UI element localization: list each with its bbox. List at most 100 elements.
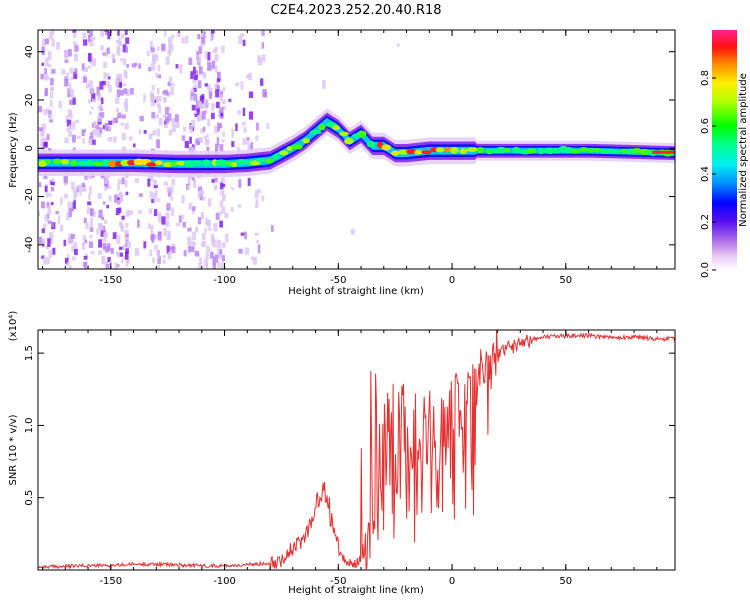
x-tick-label: -50 [330, 576, 346, 587]
ridge-core-blob [309, 129, 322, 135]
noise-speck [204, 83, 208, 87]
snr-background [38, 330, 675, 570]
noise-speck [198, 46, 203, 54]
noise-speck [121, 177, 125, 185]
noise-speck [209, 36, 213, 42]
noise-speck [88, 80, 93, 87]
noise-speck [157, 74, 162, 79]
noise-speck [167, 107, 171, 111]
noise-speck [169, 76, 173, 82]
noise-speck [38, 106, 43, 113]
noise-speck [163, 123, 168, 129]
noise-speck [176, 31, 181, 38]
noise-speck [161, 216, 166, 225]
noise-speck [150, 225, 154, 234]
noise-speck [257, 244, 261, 254]
noise-speck [115, 117, 119, 123]
noise-speck [193, 143, 198, 147]
noise-speck [189, 96, 195, 101]
noise-speck [82, 39, 88, 46]
noise-speck [102, 236, 107, 242]
noise-speck [168, 50, 172, 56]
noise-speck [206, 220, 210, 227]
noise-speck [156, 250, 160, 259]
noise-speck [169, 246, 173, 251]
noise-speck [38, 210, 41, 216]
noise-speck [108, 195, 112, 202]
noise-speck [219, 182, 224, 189]
noise-speck [134, 248, 140, 256]
noise-speck [50, 86, 54, 91]
noise-speck [104, 176, 108, 184]
noise-speck [187, 227, 192, 232]
noise-speck [138, 193, 143, 197]
noise-speck [240, 232, 245, 236]
ridge-core-blob [60, 159, 70, 165]
x-tick-label: 50 [559, 576, 572, 587]
noise-speck [50, 201, 54, 206]
noise-speck [102, 225, 106, 234]
noise-speck [64, 50, 69, 59]
noise-speck [161, 43, 166, 51]
noise-speck [183, 250, 187, 257]
noise-speck [44, 73, 48, 80]
noise-speck [194, 94, 198, 101]
noise-speck [213, 223, 218, 232]
noise-speck [91, 58, 96, 67]
noise-speck [69, 67, 74, 74]
noise-speck [64, 59, 69, 63]
noise-speck [175, 223, 181, 227]
noise-speck [192, 206, 196, 211]
noise-speck [68, 265, 72, 269]
noise-speck [88, 186, 92, 195]
noise-speck [115, 97, 120, 104]
noise-speck [246, 137, 250, 141]
noise-speck [120, 58, 123, 62]
noise-speck [41, 240, 45, 248]
noise-speck [126, 64, 130, 68]
ridge-core-blob [154, 160, 163, 166]
noise-speck [114, 262, 118, 269]
noise-speck [121, 114, 126, 119]
noise-speck [171, 246, 176, 254]
noise-speck [50, 78, 54, 86]
noise-speck [71, 245, 74, 252]
noise-speck [103, 72, 107, 80]
noise-speck [190, 246, 195, 252]
noise-speck [104, 187, 108, 191]
noise-speck [228, 98, 232, 102]
noise-speck [187, 236, 192, 246]
noise-speck [196, 108, 200, 115]
noise-speck [156, 113, 159, 119]
noise-speck [68, 85, 72, 94]
noise-speck [155, 72, 159, 78]
noise-speck [63, 175, 68, 184]
noise-speck [174, 114, 179, 122]
noise-speck [239, 33, 245, 37]
ridge-core-blob [496, 146, 506, 154]
noise-speck [207, 60, 210, 64]
noise-speck [76, 135, 82, 139]
noise-speck [41, 46, 46, 55]
noise-speck [106, 47, 110, 54]
noise-speck [121, 132, 126, 141]
noise-speck [126, 259, 131, 264]
noise-speck [151, 198, 155, 203]
noise-speck [68, 49, 72, 57]
noise-speck [50, 186, 55, 192]
noise-speck [106, 80, 110, 88]
noise-speck [166, 186, 170, 193]
colorbar-tick-label: 0.2 [700, 214, 711, 230]
noise-speck [82, 262, 87, 267]
noise-speck [163, 228, 167, 237]
noise-speck [122, 44, 127, 53]
noise-speck [253, 256, 257, 265]
noise-speck [192, 242, 197, 246]
ridge-core-blob [70, 160, 78, 167]
noise-speck [244, 247, 250, 255]
noise-speck [107, 31, 111, 40]
noise-speck [196, 141, 201, 145]
noise-speck [73, 71, 78, 79]
y-tick-label: 40 [24, 45, 35, 58]
noise-speck [191, 104, 196, 111]
